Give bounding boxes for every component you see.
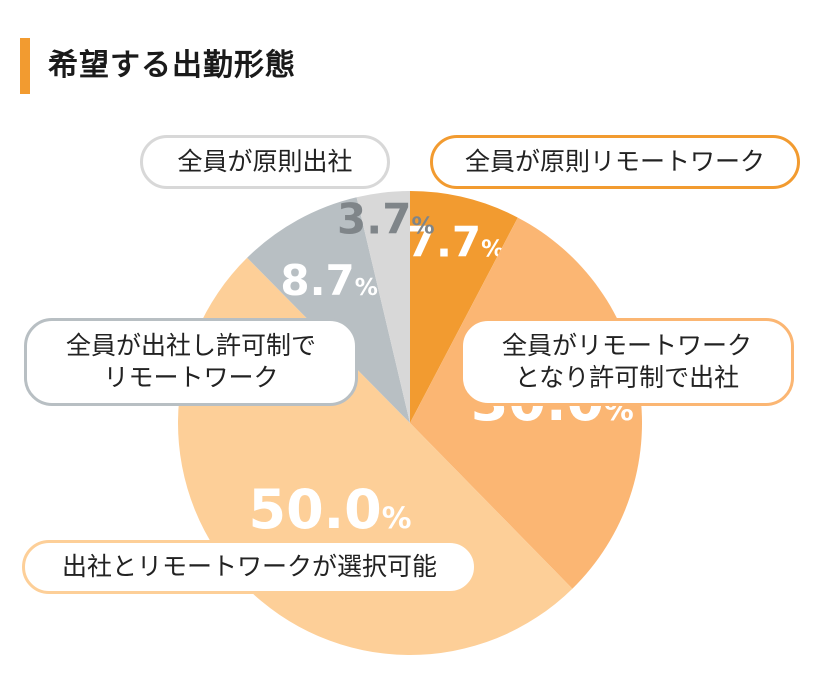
pie-slice-remote bbox=[410, 191, 518, 423]
pie-slice-office-permit-remote bbox=[247, 197, 410, 423]
page-title: 希望する出勤形態 bbox=[48, 48, 296, 83]
callout-choose: 出社とリモートワークが選択可能 bbox=[22, 540, 477, 594]
value-label-office-permit-remote: 8.7% bbox=[280, 256, 378, 305]
value-label-office: 3.7% bbox=[337, 195, 435, 244]
callout-remote-permit-office: 全員がリモートワーク となり許可制で出社 bbox=[460, 318, 794, 406]
callout-remote: 全員が原則リモートワーク bbox=[430, 135, 800, 189]
title-accent-bar bbox=[20, 38, 30, 94]
value-label-remote: 7.7% bbox=[407, 217, 505, 266]
callout-office: 全員が原則出社 bbox=[140, 135, 390, 189]
value-label-choose: 50.0% bbox=[249, 478, 412, 541]
pie-slice-office bbox=[356, 191, 410, 423]
callout-office-permit-remote: 全員が出社し許可制で リモートワーク bbox=[24, 318, 358, 406]
